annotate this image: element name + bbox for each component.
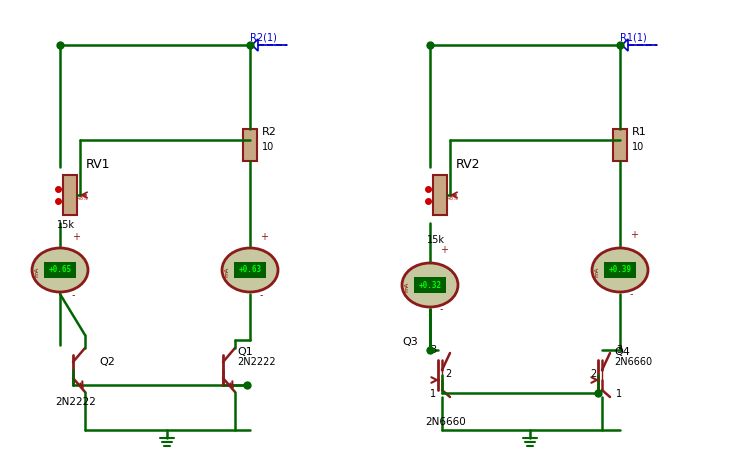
Text: mA: mA	[595, 267, 599, 277]
Bar	[604, 262, 636, 278]
Text: Q3: Q3	[402, 337, 418, 347]
Text: -: -	[72, 290, 76, 300]
Text: +0.63: +0.63	[238, 265, 262, 274]
Bar	[44, 262, 76, 278]
Text: +0.39: +0.39	[608, 265, 631, 274]
Text: Q4: Q4	[614, 347, 630, 357]
Text: 1: 1	[430, 389, 436, 399]
Bar	[433, 175, 447, 215]
Text: +0.32: +0.32	[419, 280, 442, 289]
Text: RV1: RV1	[86, 159, 110, 172]
Text: Q2: Q2	[99, 357, 115, 367]
Ellipse shape	[222, 248, 278, 292]
Text: mA: mA	[34, 267, 40, 277]
Text: RV2: RV2	[456, 159, 481, 172]
Text: 3: 3	[616, 345, 622, 355]
Text: 10: 10	[262, 142, 274, 152]
Bar	[234, 262, 266, 278]
Ellipse shape	[402, 263, 458, 307]
Text: R1: R1	[632, 127, 646, 137]
Text: +: +	[440, 245, 448, 255]
Text: 2N6660: 2N6660	[425, 417, 466, 427]
Text: 2N2222: 2N2222	[237, 357, 276, 367]
Text: +: +	[260, 232, 268, 242]
Text: -: -	[440, 304, 443, 314]
Bar	[243, 129, 257, 161]
Ellipse shape	[32, 248, 88, 292]
Text: Q1: Q1	[237, 347, 253, 357]
Bar	[63, 175, 77, 215]
Bar	[613, 129, 627, 161]
Ellipse shape	[592, 248, 648, 292]
Text: R1(1): R1(1)	[620, 32, 646, 42]
Text: 15k: 15k	[427, 235, 445, 245]
Text: 45%: 45%	[448, 196, 459, 201]
Text: mA: mA	[404, 282, 410, 292]
Text: +0.65: +0.65	[49, 265, 71, 274]
Text: 2: 2	[590, 369, 596, 379]
Text: -: -	[260, 290, 263, 300]
Text: 3: 3	[430, 345, 436, 355]
Text: 10: 10	[632, 142, 644, 152]
Bar	[414, 277, 446, 293]
Text: +: +	[630, 230, 638, 240]
Text: R2(1): R2(1)	[250, 32, 277, 42]
Text: mA: mA	[224, 267, 230, 277]
Text: 15k: 15k	[57, 220, 75, 230]
Text: -: -	[630, 289, 634, 299]
Text: 45%: 45%	[78, 196, 88, 201]
Text: R2: R2	[262, 127, 277, 137]
Text: 2N6660: 2N6660	[614, 357, 652, 367]
Text: 2: 2	[445, 369, 452, 379]
Text: 1: 1	[616, 389, 622, 399]
Text: +: +	[72, 232, 80, 242]
Text: 2N2222: 2N2222	[55, 397, 96, 407]
